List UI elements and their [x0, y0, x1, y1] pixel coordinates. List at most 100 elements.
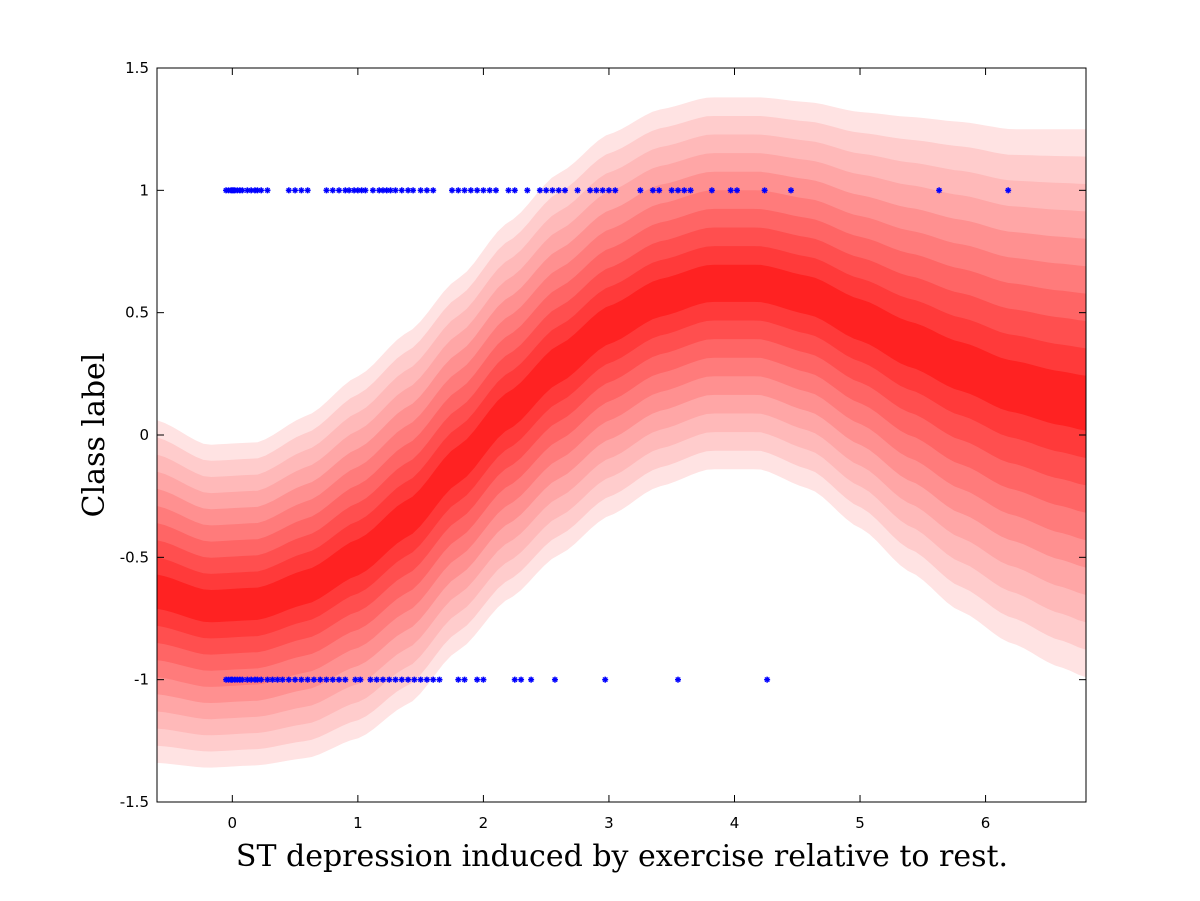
data-point [430, 676, 437, 683]
y-tick-label: 1 [139, 181, 149, 199]
data-point [279, 676, 286, 683]
data-point [536, 187, 543, 194]
data-point [492, 187, 499, 194]
data-point [392, 676, 399, 683]
data-point [649, 187, 656, 194]
data-point [411, 676, 418, 683]
data-point [292, 187, 299, 194]
data-point [555, 187, 562, 194]
data-point [511, 187, 518, 194]
x-tick-label: 6 [981, 814, 991, 832]
data-point [587, 187, 594, 194]
data-point [668, 187, 675, 194]
data-point [392, 187, 399, 194]
data-point [386, 676, 393, 683]
data-points [223, 187, 1012, 683]
data-point [317, 676, 324, 683]
data-point [239, 187, 246, 194]
data-point [761, 187, 768, 194]
data-point [346, 187, 353, 194]
data-point [298, 187, 305, 194]
data-point [423, 676, 430, 683]
data-point [285, 676, 292, 683]
data-point [674, 187, 681, 194]
data-point [727, 187, 734, 194]
data-point [362, 187, 369, 194]
y-tick-label: 1.5 [125, 59, 149, 77]
data-point [436, 676, 443, 683]
data-point [369, 187, 376, 194]
data-point [336, 676, 343, 683]
data-point [239, 676, 246, 683]
x-axis-label: ST depression induced by exercise relati… [236, 839, 1008, 874]
data-point [405, 676, 412, 683]
data-point [787, 187, 794, 194]
data-point [329, 187, 336, 194]
data-point [593, 187, 600, 194]
data-point [342, 676, 349, 683]
data-point [551, 676, 558, 683]
data-point [398, 187, 405, 194]
y-tick-label: -1 [134, 671, 149, 689]
data-point [373, 676, 380, 683]
data-point [417, 676, 424, 683]
data-point [329, 676, 336, 683]
x-tick-label: 0 [228, 814, 238, 832]
band-level-10 [157, 264, 1086, 623]
data-point [605, 187, 612, 194]
y-tick-label: 0.5 [125, 304, 149, 322]
data-point [549, 187, 556, 194]
data-point [310, 676, 317, 683]
data-point [264, 187, 271, 194]
x-tick-label: 5 [855, 814, 865, 832]
data-point [430, 187, 437, 194]
data-point [379, 676, 386, 683]
data-point [687, 187, 694, 194]
data-point [612, 187, 619, 194]
y-tick-label: -1.5 [120, 793, 149, 811]
data-point [410, 187, 417, 194]
data-point [398, 676, 405, 683]
data-point [298, 676, 305, 683]
data-point [486, 187, 493, 194]
x-tick-label: 1 [353, 814, 363, 832]
data-point [304, 676, 311, 683]
data-point [455, 676, 462, 683]
data-point [323, 676, 330, 683]
data-point [264, 676, 271, 683]
data-point [258, 676, 265, 683]
data-point [602, 676, 609, 683]
data-point [518, 676, 525, 683]
data-point [1005, 187, 1012, 194]
data-point [285, 187, 292, 194]
data-point [357, 676, 364, 683]
data-point [461, 187, 468, 194]
y-axis-label: Class label [77, 353, 112, 518]
x-tick-label: 3 [604, 814, 614, 832]
data-point [543, 187, 550, 194]
data-point [474, 187, 481, 194]
data-point [681, 187, 688, 194]
data-point [336, 187, 343, 194]
data-point [936, 187, 943, 194]
data-point [467, 187, 474, 194]
data-point [461, 676, 468, 683]
data-point [449, 187, 456, 194]
data-point [764, 676, 771, 683]
x-tick-label: 2 [479, 814, 489, 832]
plot-area [157, 97, 1086, 768]
data-point [304, 187, 311, 194]
data-point [599, 187, 606, 194]
y-tick-labels: 1.5 1 0.5 0 -0.5 -1 -1.5 [120, 59, 149, 811]
data-point [387, 187, 394, 194]
data-point [562, 187, 569, 194]
data-point [505, 187, 512, 194]
uncertainty-band [157, 97, 1086, 768]
data-point [352, 676, 359, 683]
data-point [528, 676, 535, 683]
data-point [269, 676, 276, 683]
data-point [708, 187, 715, 194]
data-point [480, 187, 487, 194]
y-tick-label: -0.5 [120, 548, 149, 566]
